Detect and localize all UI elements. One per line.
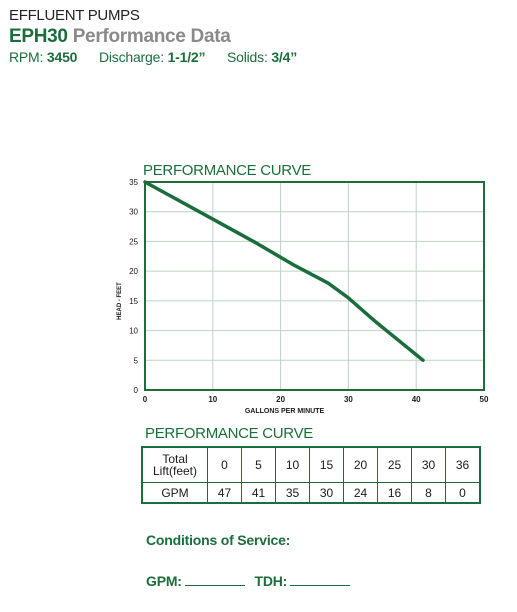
x-tick-label: 20 bbox=[276, 395, 285, 404]
row-header-gpm: GPM bbox=[141, 482, 208, 504]
y-tick-label: 15 bbox=[129, 297, 138, 306]
table-cell: 35 bbox=[275, 482, 310, 504]
spec-solids-value: 3/4” bbox=[271, 49, 298, 65]
table-title: PERFORMANCE CURVE bbox=[145, 425, 313, 442]
table-row-lift: Total Lift(feet) 0 5 10 15 20 25 30 36 bbox=[141, 446, 481, 483]
spec-line: RPM: 3450 Discharge: 1-1/2” Solids: 3/4” bbox=[9, 49, 315, 65]
title-subtitle: Performance Data bbox=[72, 26, 231, 47]
y-axis-label: HEAD - FEET bbox=[117, 282, 123, 320]
conditions-heading: Conditions of Service: bbox=[146, 532, 291, 548]
y-tick-label: 35 bbox=[129, 178, 138, 187]
table-cell: 8 bbox=[411, 482, 446, 504]
model-name: EPH30 bbox=[9, 26, 68, 47]
table-cell: 25 bbox=[377, 446, 412, 483]
table-cell: 24 bbox=[343, 482, 378, 504]
table-cell: 41 bbox=[241, 482, 276, 504]
conditions-fill-line: GPM: TDH: bbox=[146, 573, 356, 589]
x-axis-label: GALLONS PER MINUTE bbox=[245, 408, 325, 415]
y-tick-label: 25 bbox=[129, 237, 138, 246]
table-cell: 0 bbox=[445, 482, 481, 504]
table-cell: 20 bbox=[343, 446, 378, 483]
x-tick-label: 50 bbox=[480, 395, 489, 404]
table-cell: 0 bbox=[207, 446, 242, 483]
spec-solids-label: Solids: bbox=[227, 49, 268, 65]
table-cell: 36 bbox=[445, 446, 481, 483]
table-row-gpm: GPM 47 41 35 30 24 16 8 0 bbox=[141, 482, 481, 504]
x-tick-label: 0 bbox=[143, 395, 148, 404]
y-tick-label: 30 bbox=[129, 208, 138, 217]
tdh-blank bbox=[290, 575, 351, 586]
spec-rpm-value: 3450 bbox=[46, 49, 78, 65]
table-cell: 16 bbox=[377, 482, 412, 504]
y-tick-label: 20 bbox=[129, 267, 138, 276]
table-cell: 47 bbox=[207, 482, 242, 504]
y-tick-label: 5 bbox=[134, 356, 139, 365]
spec-rpm-label: RPM: bbox=[9, 49, 44, 65]
performance-chart: 0 10 20 30 40 50 0 5 10 15 20 25 30 35 GALLONS PER MIN… bbox=[117, 178, 489, 415]
x-tick-label: 10 bbox=[208, 395, 217, 404]
table-cell: 5 bbox=[241, 446, 276, 483]
spec-discharge-value: 1-1/2” bbox=[167, 49, 206, 65]
chart-title: PERFORMANCE CURVE bbox=[143, 162, 311, 179]
spec-discharge: Discharge: 1-1/2” bbox=[98, 49, 206, 65]
spec-rpm: RPM: 3450 bbox=[9, 49, 77, 65]
plot-frame bbox=[144, 181, 485, 391]
y-tick-label: 10 bbox=[129, 327, 138, 336]
page-title: EPH30 Performance Data bbox=[9, 26, 231, 48]
table-cell: 15 bbox=[309, 446, 344, 483]
x-tick-label: 40 bbox=[412, 395, 421, 404]
spec-discharge-label: Discharge: bbox=[98, 49, 164, 65]
performance-table: Total Lift(feet) 0 5 10 15 20 25 30 36 G… bbox=[141, 446, 481, 504]
table-cell: 30 bbox=[411, 446, 446, 483]
gpm-label: GPM: bbox=[146, 573, 182, 589]
y-tick-label: 0 bbox=[134, 386, 139, 395]
row-header-lift: Total Lift(feet) bbox=[141, 446, 208, 483]
x-tick-label: 30 bbox=[344, 395, 353, 404]
gpm-blank bbox=[184, 575, 245, 586]
category-label: EFFLUENT PUMPS bbox=[9, 7, 140, 24]
spec-solids: Solids: 3/4” bbox=[227, 49, 297, 65]
performance-curve-line bbox=[143, 180, 425, 363]
table-cell: 30 bbox=[309, 482, 344, 504]
table-cell: 10 bbox=[275, 446, 310, 483]
tdh-label: TDH: bbox=[254, 573, 288, 589]
